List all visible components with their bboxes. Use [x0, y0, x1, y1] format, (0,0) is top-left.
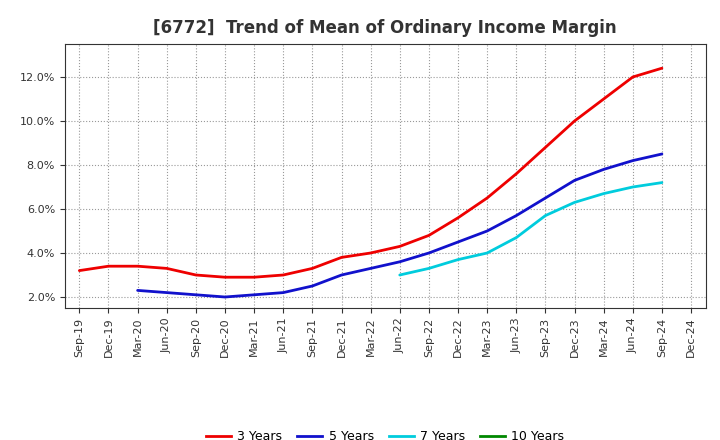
3 Years	[75, 268, 84, 273]
Line: 7 Years: 7 Years	[400, 183, 662, 275]
5 Years	[483, 228, 492, 234]
3 Years	[629, 74, 637, 80]
5 Years	[220, 294, 229, 300]
5 Years	[425, 250, 433, 256]
7 Years	[541, 213, 550, 218]
7 Years	[395, 272, 404, 278]
7 Years	[512, 235, 521, 240]
3 Years	[104, 264, 113, 269]
7 Years	[570, 200, 579, 205]
Legend: 3 Years, 5 Years, 7 Years, 10 Years: 3 Years, 5 Years, 7 Years, 10 Years	[201, 425, 570, 440]
3 Years	[250, 275, 258, 280]
5 Years	[570, 178, 579, 183]
3 Years	[483, 195, 492, 201]
3 Years	[279, 272, 287, 278]
5 Years	[629, 158, 637, 163]
5 Years	[599, 167, 608, 172]
3 Years	[454, 215, 462, 220]
3 Years	[657, 66, 666, 71]
5 Years	[250, 292, 258, 297]
3 Years	[512, 171, 521, 176]
7 Years	[454, 257, 462, 262]
Line: 5 Years: 5 Years	[138, 154, 662, 297]
3 Years	[192, 272, 200, 278]
3 Years	[425, 233, 433, 238]
3 Years	[395, 244, 404, 249]
7 Years	[483, 250, 492, 256]
5 Years	[133, 288, 142, 293]
Line: 3 Years: 3 Years	[79, 68, 662, 277]
3 Years	[541, 145, 550, 150]
3 Years	[570, 118, 579, 124]
3 Years	[337, 255, 346, 260]
3 Years	[133, 264, 142, 269]
5 Years	[163, 290, 171, 295]
5 Years	[308, 283, 317, 289]
7 Years	[657, 180, 666, 185]
5 Years	[541, 195, 550, 201]
3 Years	[366, 250, 375, 256]
5 Years	[337, 272, 346, 278]
Title: [6772]  Trend of Mean of Ordinary Income Margin: [6772] Trend of Mean of Ordinary Income …	[153, 19, 617, 37]
3 Years	[308, 266, 317, 271]
3 Years	[599, 96, 608, 102]
5 Years	[657, 151, 666, 157]
5 Years	[366, 266, 375, 271]
3 Years	[163, 266, 171, 271]
7 Years	[425, 266, 433, 271]
5 Years	[454, 239, 462, 245]
7 Years	[629, 184, 637, 190]
3 Years	[220, 275, 229, 280]
5 Years	[279, 290, 287, 295]
5 Years	[192, 292, 200, 297]
7 Years	[599, 191, 608, 196]
5 Years	[512, 213, 521, 218]
5 Years	[395, 259, 404, 264]
